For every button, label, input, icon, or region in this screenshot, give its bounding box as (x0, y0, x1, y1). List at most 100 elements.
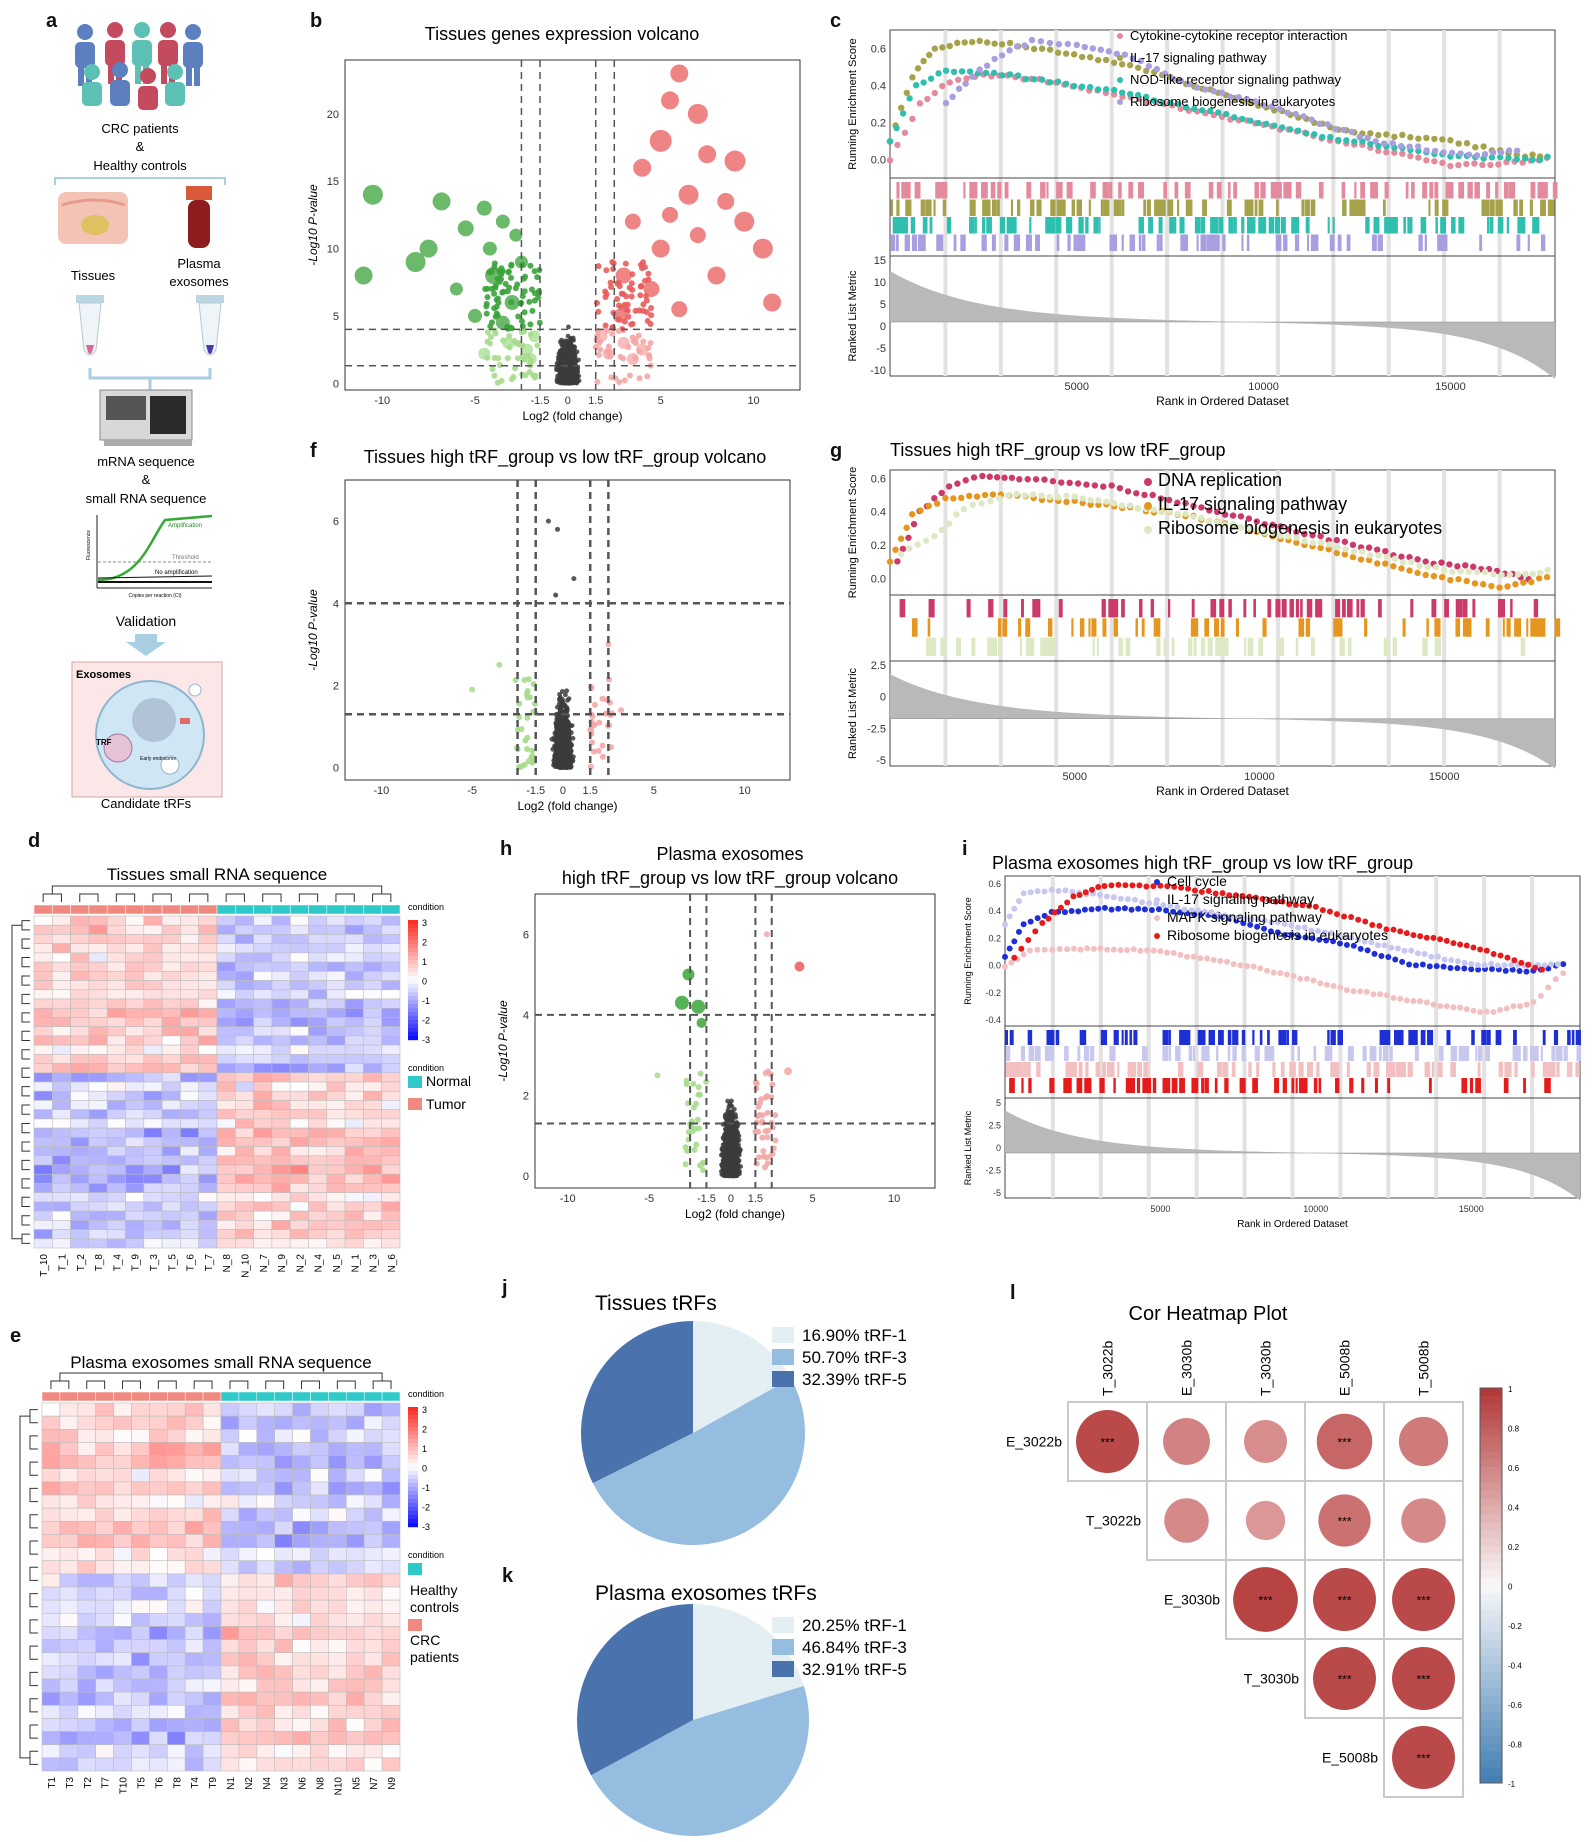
heatmap-cell (126, 1165, 144, 1174)
heatmap-cell (254, 934, 272, 943)
heatmap-cell (272, 1156, 290, 1165)
heatmap-cell (382, 1416, 400, 1429)
heatmap-cell (107, 1027, 125, 1036)
point (648, 321, 654, 327)
heatmap-cell (363, 971, 381, 980)
point (525, 695, 531, 701)
hit-bar (1138, 182, 1142, 199)
hit-bar (1484, 200, 1489, 217)
dendro-branch (30, 1462, 38, 1475)
hit-bar (1275, 217, 1280, 234)
heatmap-cell (217, 1110, 235, 1119)
heatmap-cell (180, 1202, 198, 1211)
hit-bar (1267, 599, 1271, 617)
hit-bar (906, 200, 911, 217)
point (567, 352, 572, 357)
point (560, 762, 565, 767)
heatmap-cell (78, 1534, 96, 1547)
heatmap-cell (382, 971, 400, 980)
point (1498, 572, 1504, 578)
point (958, 495, 964, 501)
heatmap-cell (239, 1469, 257, 1482)
hit-bar (1164, 638, 1166, 656)
hit-bar (1113, 235, 1117, 252)
point (1441, 568, 1447, 574)
hit-bar (1347, 235, 1351, 252)
heatmap-cell (382, 1495, 400, 1508)
heatmap-cell (327, 990, 345, 999)
heatmap-cell (364, 1469, 382, 1482)
point (566, 340, 571, 345)
hit-bar (1467, 182, 1472, 199)
y2-axis-label: Ranked List Metric (847, 667, 859, 759)
hit-bar (1026, 182, 1031, 199)
hit-bar (1040, 638, 1045, 656)
heatmap-cell (235, 981, 253, 990)
heatmap-cell (71, 1165, 89, 1174)
hit-bar (1340, 638, 1345, 656)
heatmap-cell (52, 971, 70, 980)
heatmap-cell (272, 971, 290, 980)
dendro-branch (87, 1381, 105, 1389)
heatmap-cell (199, 1220, 217, 1229)
heatmap-cell (345, 1045, 363, 1054)
heatmap-cell (382, 916, 400, 925)
point (1439, 136, 1445, 142)
heatmap-cell (235, 1091, 253, 1100)
heatmap-cell (293, 1600, 311, 1613)
point (984, 62, 990, 68)
point (603, 294, 609, 300)
column-label: T_7 (204, 1254, 215, 1272)
column-label: N_9 (277, 1254, 288, 1273)
hit-bar (1046, 182, 1048, 199)
heatmap-cell (180, 999, 198, 1008)
heatmap-cell (89, 1110, 107, 1119)
heatmap-cell (382, 1230, 400, 1239)
hit-bar (1085, 217, 1088, 234)
heatmap-cell (89, 1147, 107, 1156)
point (597, 346, 603, 352)
point (1063, 493, 1069, 499)
heatmap-cell (235, 1202, 253, 1211)
heatmap-cell (126, 1008, 144, 1017)
heatmap-cell (89, 1174, 107, 1183)
heatmap-cell (52, 934, 70, 943)
heatmap-cell (34, 1045, 52, 1054)
heatmap-cell (221, 1600, 239, 1613)
hit-bar (993, 638, 997, 656)
point (492, 285, 498, 291)
point (915, 541, 921, 547)
heatmap-cell (327, 1211, 345, 1220)
point (1389, 140, 1395, 146)
point (1055, 78, 1061, 84)
point (1111, 500, 1117, 506)
heatmap-cell (71, 916, 89, 925)
hit-bar (1378, 235, 1383, 252)
heatmap-cell (254, 1008, 272, 1017)
point (932, 90, 938, 96)
heatmap-cell (180, 990, 198, 999)
point (588, 726, 594, 732)
heatmap-cell (363, 1008, 381, 1017)
hit-bar (1269, 217, 1274, 234)
hit-bar (1258, 638, 1263, 656)
heatmap-cell (290, 1230, 308, 1239)
heatmap-cell (290, 1091, 308, 1100)
heatmap-cell (328, 1416, 346, 1429)
dendro-branch (22, 1197, 30, 1206)
heatmap-cell (199, 1147, 217, 1156)
point (1383, 131, 1389, 137)
hit-bar (1311, 200, 1316, 217)
x-tick-label: 0 (560, 785, 566, 797)
heatmap-cell (199, 1174, 217, 1183)
hit-bar (1411, 182, 1415, 199)
hit-bar (1317, 599, 1321, 617)
heatmap-cell (180, 1230, 198, 1239)
hit-bar (1476, 182, 1478, 199)
point (633, 159, 651, 177)
heatmap-cell (382, 1137, 400, 1146)
hit-bar (1253, 599, 1256, 617)
point (1335, 137, 1341, 143)
heatmap-cell (162, 990, 180, 999)
